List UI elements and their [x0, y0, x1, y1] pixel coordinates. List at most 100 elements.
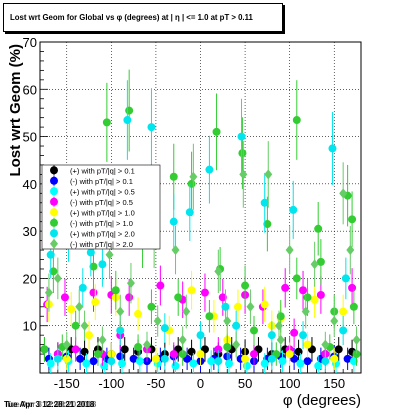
data-point [151, 354, 160, 363]
data-point [250, 350, 258, 359]
data-point [296, 359, 305, 368]
y-tick-label: 10 [23, 319, 37, 334]
data-point [53, 354, 62, 363]
data-point [330, 315, 339, 326]
data-point [349, 357, 358, 366]
data-point [321, 339, 330, 350]
data-point [212, 127, 221, 136]
data-point [232, 321, 241, 330]
data-point [200, 288, 209, 297]
data-point [267, 354, 276, 363]
data-point [125, 106, 134, 115]
data-point [187, 286, 196, 295]
data-point [316, 257, 325, 266]
data-point [169, 172, 178, 181]
data-point [62, 354, 71, 363]
footer-timestamp: Tue Apr 3 12:28:21 2018 [4, 400, 95, 409]
data-point [102, 118, 111, 127]
data-point [241, 281, 250, 290]
data-point [214, 357, 223, 366]
data-point [303, 293, 312, 302]
data-point [143, 339, 151, 350]
y-tick-label: 70 [23, 35, 37, 50]
data-point [78, 283, 87, 292]
data-point [76, 354, 85, 363]
data-point [98, 334, 107, 345]
data-point [91, 298, 100, 307]
y-tick-label: 20 [23, 271, 37, 286]
data-point [334, 345, 343, 354]
data-point [223, 342, 232, 351]
legend-label: (-) with pT/|q| > 0.1 [70, 177, 133, 186]
x-tick-label: 50 [238, 376, 252, 391]
data-point [314, 224, 323, 233]
data-point [134, 309, 143, 318]
data-point [263, 220, 272, 229]
legend-label: (+) with pT/|q| > 0.1 [70, 166, 135, 175]
data-point [89, 262, 98, 271]
data-point [156, 281, 165, 290]
data-point [205, 165, 214, 174]
data-point [147, 123, 156, 132]
data-point [174, 293, 183, 302]
data-point [314, 361, 323, 370]
data-point [299, 286, 308, 295]
data-point [105, 249, 114, 260]
data-point [264, 169, 273, 180]
data-point [214, 266, 223, 277]
data-point [241, 354, 250, 363]
data-point [71, 321, 80, 330]
data-point [348, 215, 357, 224]
legend-label: (-) with pT/|q| > 0.5 [70, 198, 133, 207]
data-point [171, 245, 180, 256]
data-point [40, 345, 49, 354]
chart-title-box: Lost wrt Geom for Global vs φ (degrees) … [3, 3, 283, 32]
data-point [160, 324, 169, 333]
data-point [182, 306, 191, 317]
data-point [80, 320, 89, 331]
data-point [278, 357, 287, 366]
x-tick-label: 150 [323, 376, 345, 391]
y-axis-label: Lost wrt Geom (%) [7, 44, 24, 177]
x-tick-label: 0 [197, 376, 204, 391]
data-point [189, 359, 198, 368]
data-point [239, 169, 248, 180]
data-point [196, 350, 205, 359]
data-point [260, 359, 269, 368]
data-point [223, 315, 232, 326]
data-point [205, 312, 214, 321]
data-point [303, 340, 312, 349]
data-point [232, 339, 241, 350]
data-point [285, 245, 294, 256]
chart-title: Lost wrt Geom for Global vs φ (degrees) … [10, 13, 253, 22]
data-point [153, 315, 162, 326]
y-tick-label: 60 [23, 82, 37, 97]
data-point [71, 345, 80, 354]
legend-label: (+) with pT/|q| > 0.5 [70, 187, 135, 196]
x-tick-label: -100 [98, 376, 124, 391]
data-point [160, 354, 169, 363]
data-point [214, 345, 223, 354]
data-point [46, 250, 55, 259]
data-point [100, 361, 109, 370]
data-point [187, 179, 196, 188]
data-point [285, 350, 294, 359]
data-point [310, 295, 319, 304]
data-point [225, 359, 234, 368]
data-point [339, 307, 348, 316]
data-point [339, 188, 348, 199]
data-point [93, 350, 102, 359]
data-point [62, 339, 71, 350]
data-point [246, 301, 255, 312]
data-point [187, 347, 196, 356]
footer-timestamp-overlay: Tue Apr 3 12:28:20 2018 [6, 400, 97, 409]
data-point [46, 359, 55, 368]
data-point [237, 132, 246, 141]
data-point [89, 288, 98, 297]
data-point [330, 354, 339, 363]
data-point [328, 144, 337, 153]
data-point [260, 198, 269, 207]
data-point [207, 357, 216, 366]
data-point [348, 283, 357, 292]
